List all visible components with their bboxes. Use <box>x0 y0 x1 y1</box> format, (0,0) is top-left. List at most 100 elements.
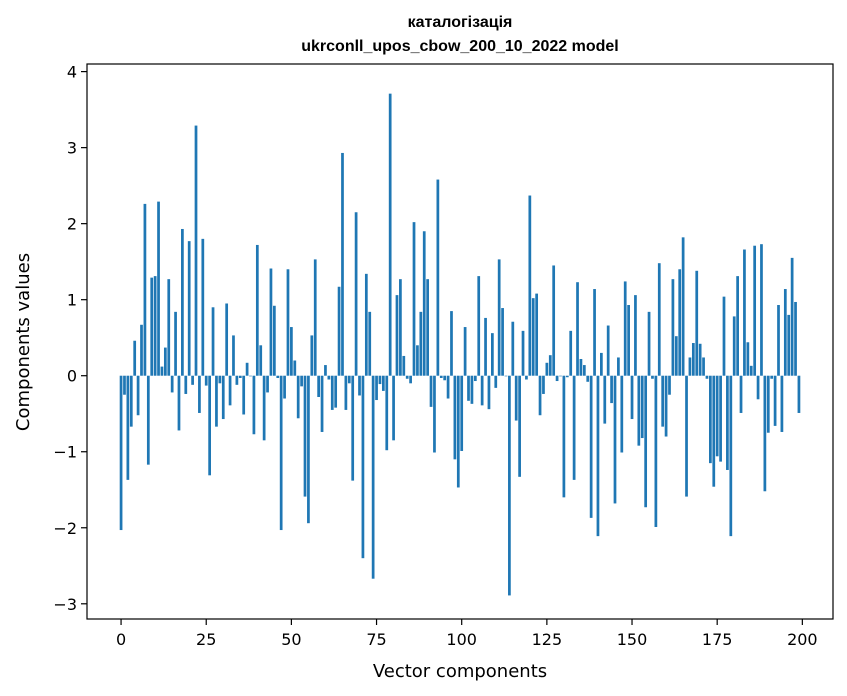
bar-78 <box>385 375 389 451</box>
bar-186 <box>753 245 757 376</box>
bar-132 <box>569 330 573 376</box>
bar-80 <box>392 375 395 441</box>
x-tick-label: 125 <box>532 630 563 649</box>
bar-173 <box>709 375 712 464</box>
bar-119 <box>525 375 528 380</box>
bar-193 <box>777 305 780 376</box>
y-tick-label: 4 <box>67 63 77 82</box>
bar-37 <box>245 362 249 376</box>
bar-162 <box>671 279 675 376</box>
bar-21 <box>191 375 194 385</box>
y-tick-label: −3 <box>53 595 77 614</box>
bar-138 <box>589 375 593 518</box>
bar-24 <box>201 238 205 376</box>
bar-121 <box>531 298 535 376</box>
bar-125 <box>545 362 549 376</box>
bar-23 <box>198 375 201 413</box>
bar-111 <box>497 259 501 376</box>
y-axis-label: Components values <box>13 253 34 431</box>
bar-22 <box>194 125 198 376</box>
bar-60 <box>324 365 327 376</box>
bar-49 <box>286 269 290 376</box>
bar-11 <box>157 201 160 376</box>
bar-145 <box>613 375 617 504</box>
bar-41 <box>259 345 263 376</box>
plot-frame <box>86 63 834 620</box>
bar-95 <box>443 375 447 381</box>
bar-25 <box>204 375 208 386</box>
bar-28 <box>215 375 218 427</box>
bar-70 <box>358 375 361 396</box>
bar-54 <box>303 375 307 497</box>
bar-168 <box>691 343 695 376</box>
y-tick-label: 2 <box>67 215 77 234</box>
bar-40 <box>255 244 259 376</box>
bar-146 <box>617 357 620 376</box>
bar-152 <box>637 375 641 446</box>
bar-127 <box>552 265 556 376</box>
bar-96 <box>446 375 450 399</box>
bar-47 <box>279 375 283 531</box>
bar-74 <box>371 375 375 579</box>
bar-6 <box>140 324 143 376</box>
bar-122 <box>535 293 539 376</box>
bar-156 <box>651 375 654 379</box>
bar-126 <box>548 355 552 376</box>
bar-29 <box>218 375 222 384</box>
bar-196 <box>787 314 791 376</box>
bar-7 <box>143 203 147 376</box>
bar-185 <box>749 365 753 376</box>
bar-133 <box>572 375 576 480</box>
bar-154 <box>644 375 648 508</box>
x-tick-label: 150 <box>617 630 648 649</box>
bar-26 <box>208 375 211 476</box>
bar-86 <box>412 222 416 376</box>
bar-158 <box>657 263 661 376</box>
bar-10 <box>153 276 157 376</box>
bar-69 <box>354 212 358 376</box>
bar-102 <box>467 375 470 401</box>
bar-155 <box>647 311 651 376</box>
bar-118 <box>521 330 525 376</box>
bar-176 <box>719 375 722 462</box>
bar-44 <box>269 268 273 376</box>
bar-97 <box>450 311 453 376</box>
bar-115 <box>511 321 515 376</box>
bar-177 <box>722 296 726 376</box>
y-axis-ticks: −3 −2 −1 0 1 2 3 4 <box>53 63 87 614</box>
bar-130 <box>562 375 566 498</box>
bar-189 <box>763 375 767 492</box>
bar-34 <box>235 375 239 385</box>
bar-179 <box>729 375 733 537</box>
bar-45 <box>272 305 276 376</box>
x-tick-label: 0 <box>116 630 126 649</box>
bar-107 <box>484 317 487 376</box>
bar-57 <box>313 259 317 376</box>
bar-103 <box>470 375 474 404</box>
bar-27 <box>211 307 215 376</box>
bar-4 <box>133 340 137 376</box>
bar-131 <box>565 375 569 378</box>
bar-147 <box>620 375 624 453</box>
bar-167 <box>688 357 692 376</box>
bar-84 <box>405 375 409 379</box>
bar-65 <box>341 152 344 376</box>
bar-17 <box>177 375 181 431</box>
bar-190 <box>766 375 770 433</box>
bar-81 <box>395 295 399 376</box>
bar-188 <box>760 244 763 376</box>
bar-87 <box>416 345 419 376</box>
bar-9 <box>150 277 154 376</box>
bar-140 <box>596 375 600 537</box>
y-tick-label: 0 <box>67 367 77 386</box>
bar-114 <box>508 375 511 596</box>
bar-39 <box>252 375 256 435</box>
bar-43 <box>266 375 269 393</box>
bar-14 <box>167 279 171 376</box>
bar-101 <box>463 327 467 376</box>
bar-48 <box>283 375 286 399</box>
bar-135 <box>579 358 583 376</box>
bar-2 <box>126 375 130 480</box>
x-axis-ticks: 0 25 50 75 100 125 150 175 200 <box>116 619 818 649</box>
bar-15 <box>170 375 174 393</box>
